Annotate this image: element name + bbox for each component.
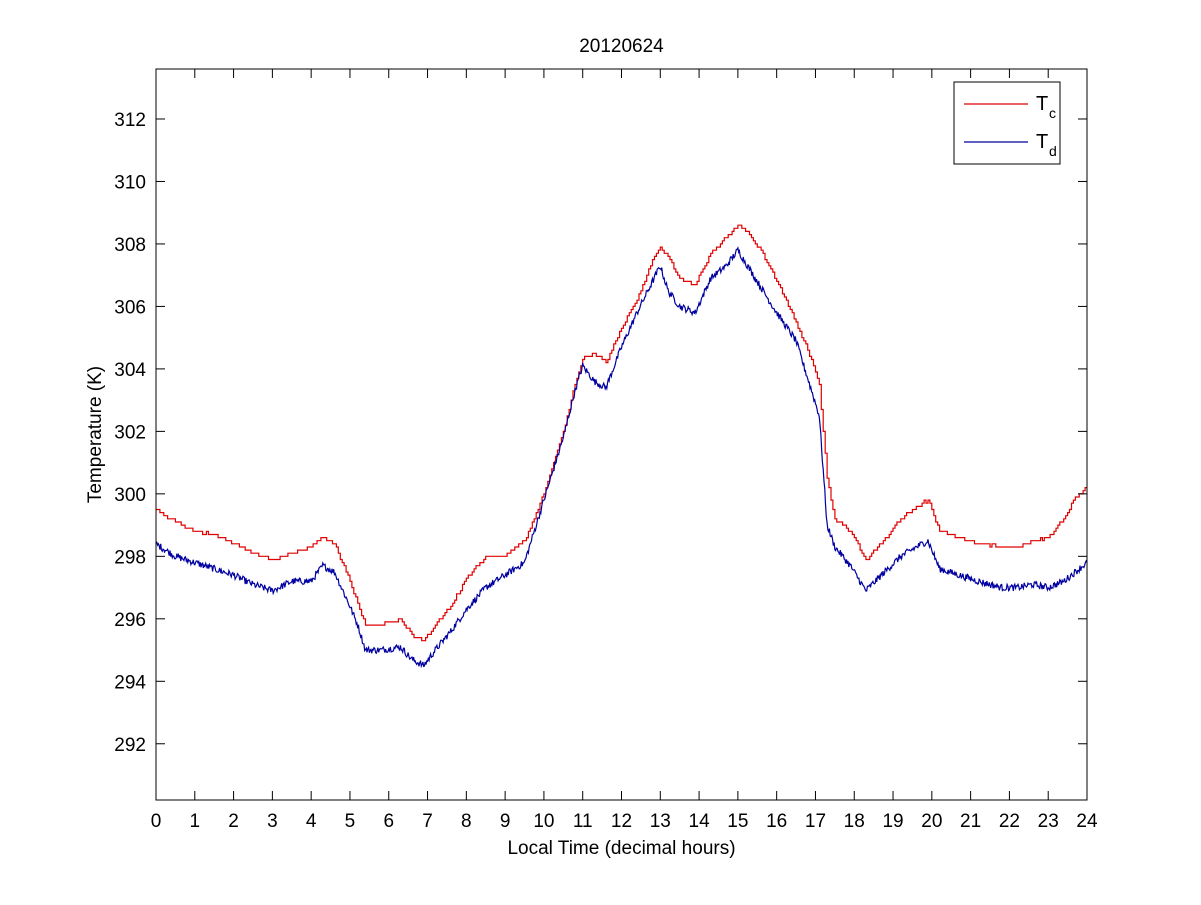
plot-area xyxy=(156,69,1087,800)
x-tick-label: 7 xyxy=(422,811,433,832)
x-tick-label: 6 xyxy=(383,811,394,832)
x-tick-label: 11 xyxy=(573,811,593,832)
y-tick-label: 294 xyxy=(114,672,146,693)
x-tick-label: 4 xyxy=(306,811,317,832)
series-line-Td xyxy=(155,246,1088,669)
plot-background xyxy=(156,69,1087,800)
y-tick-label: 300 xyxy=(114,485,146,506)
x-tick-label: 16 xyxy=(766,811,787,832)
x-tick-label: 2 xyxy=(228,811,239,832)
x-tick-label: 8 xyxy=(461,811,472,832)
x-tick-label: 18 xyxy=(844,811,865,832)
legend-label-Tc: T xyxy=(1036,93,1048,115)
chart-title: 20120624 xyxy=(579,36,664,57)
y-tick-label: 296 xyxy=(114,610,146,631)
legend-label-Td: T xyxy=(1036,131,1048,153)
x-tick-label: 0 xyxy=(151,811,162,832)
x-tick-label: 21 xyxy=(960,811,981,832)
x-tick-label: 22 xyxy=(999,811,1020,832)
y-tick-label: 298 xyxy=(114,547,146,568)
y-tick-label: 312 xyxy=(114,110,146,131)
series-layer xyxy=(155,224,1088,669)
y-tick-label: 308 xyxy=(114,235,146,256)
x-tick-label: 5 xyxy=(345,811,356,832)
x-tick-label: 20 xyxy=(921,811,942,832)
x-tick-label: 9 xyxy=(500,811,511,832)
x-tick-label: 10 xyxy=(533,811,554,832)
y-axis-title: Temperature (K) xyxy=(85,366,106,503)
y-tick-label: 310 xyxy=(114,172,146,193)
x-tick-label: 24 xyxy=(1076,811,1098,832)
x-tick-label: 17 xyxy=(805,811,826,832)
axes-layer: 0 1 2 3 4 5 6 7 8 9 10 11 12 13 14 15 16 17 18 19 20 21 22 23 24… xyxy=(114,68,1098,832)
y-tick-label: 302 xyxy=(114,422,146,443)
legend-subscript-c: c xyxy=(1049,105,1056,121)
x-tick-label: 12 xyxy=(611,811,632,832)
x-axis-title: Local Time (decimal hours) xyxy=(507,838,735,859)
x-tick-label: 13 xyxy=(650,811,671,832)
legend-subscript-d: d xyxy=(1049,143,1057,159)
y-tick-label: 304 xyxy=(114,360,146,381)
x-tick-label: 19 xyxy=(882,811,903,832)
x-tick-label: 15 xyxy=(727,811,748,832)
y-tick-label: 306 xyxy=(114,297,146,318)
series-line-Tc xyxy=(156,224,1087,642)
x-tick-label: 23 xyxy=(1038,811,1059,832)
legend-box xyxy=(953,81,1061,165)
x-tick-label: 14 xyxy=(689,811,711,832)
y-tick-label: 292 xyxy=(114,735,146,756)
x-tick-label: 1 xyxy=(190,811,201,832)
x-tick-label: 3 xyxy=(267,811,278,832)
